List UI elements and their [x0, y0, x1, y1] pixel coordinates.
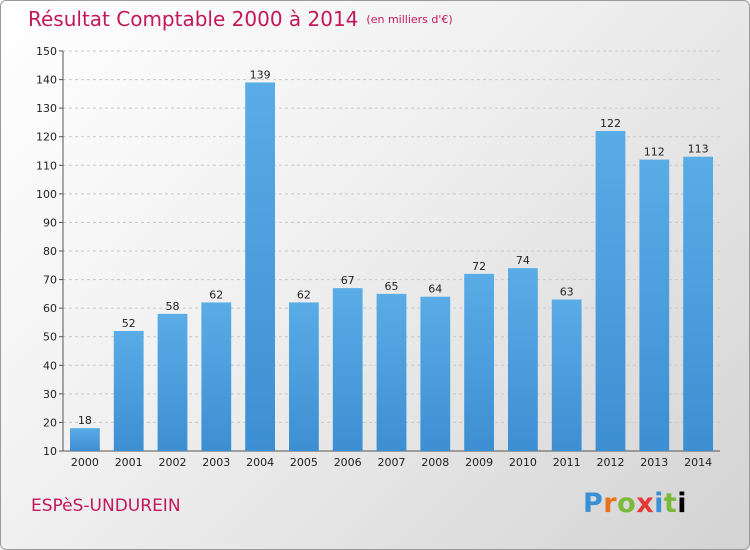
bar-2004 [245, 82, 275, 451]
data-label-2009: 72 [472, 260, 486, 273]
chart-title: Résultat Comptable 2000 à 2014 (en millie… [28, 7, 453, 31]
x-tick-label-2005: 2005 [290, 456, 318, 469]
data-label-2007: 65 [385, 280, 399, 293]
y-tick-label: 80 [43, 245, 57, 258]
x-tick-label-2007: 2007 [378, 456, 406, 469]
y-tick-label: 50 [43, 331, 57, 344]
y-tick-label: 100 [36, 188, 57, 201]
bar-2012 [595, 131, 626, 451]
data-label-2003: 62 [209, 288, 223, 301]
bar-2000 [70, 428, 100, 451]
y-tick-label: 40 [43, 359, 57, 372]
x-tick-label-2013: 2013 [640, 456, 668, 469]
x-tick-label-2011: 2011 [553, 456, 581, 469]
y-tick-label: 60 [43, 302, 57, 315]
x-tick-label-2014: 2014 [684, 456, 712, 469]
chart-title-text: Résultat Comptable 2000 à 2014 [28, 7, 359, 31]
y-tick-label: 120 [36, 131, 57, 144]
bar-2014 [683, 156, 713, 451]
x-tick-label-2012: 2012 [597, 456, 625, 469]
data-label-2004: 139 [250, 68, 271, 81]
y-tick-label: 90 [43, 216, 57, 229]
data-label-2010: 74 [516, 254, 530, 267]
data-label-2006: 67 [341, 274, 355, 287]
bar-2006 [332, 288, 363, 451]
commune-name: ESPèS-UNDUREIN [31, 496, 181, 516]
data-label-2008: 64 [428, 283, 442, 296]
bar-2011 [551, 299, 582, 451]
x-tick-label-2000: 2000 [71, 456, 99, 469]
x-tick-label-2003: 2003 [202, 456, 230, 469]
data-label-2014: 113 [688, 143, 709, 156]
bar-2005 [289, 302, 319, 451]
data-label-2013: 112 [644, 146, 665, 159]
bar-2007 [376, 293, 407, 451]
y-tick-label: 130 [36, 102, 57, 115]
x-tick-label-2008: 2008 [421, 456, 449, 469]
y-tick-label: 20 [43, 416, 57, 429]
x-tick-label-2009: 2009 [465, 456, 493, 469]
data-label-2001: 52 [122, 317, 136, 330]
bar-2008 [420, 296, 451, 451]
data-label-2005: 62 [297, 288, 311, 301]
data-label-2000: 18 [78, 414, 92, 427]
y-tick-label: 140 [36, 74, 57, 87]
data-label-2011: 63 [560, 286, 574, 299]
x-tick-label-2002: 2002 [159, 456, 187, 469]
bar-2003 [201, 302, 232, 451]
x-tick-label-2001: 2001 [115, 456, 143, 469]
y-tick-label: 10 [43, 445, 57, 458]
proxiti-logo: Proxiti [583, 488, 688, 519]
y-tick-label: 70 [43, 274, 57, 287]
y-tick-label: 150 [36, 45, 57, 58]
chart-subtitle: (en milliers d'€) [366, 13, 453, 26]
bar-2002 [157, 313, 188, 451]
y-tick-label: 30 [43, 388, 57, 401]
bar-2009 [464, 273, 494, 451]
data-label-2012: 122 [600, 117, 621, 130]
bar-2013 [639, 159, 670, 452]
y-tick-label: 110 [36, 159, 57, 172]
x-tick-label-2006: 2006 [334, 456, 362, 469]
x-tick-label-2004: 2004 [246, 456, 274, 469]
x-tick-label-2010: 2010 [509, 456, 537, 469]
bar-2010 [508, 268, 538, 451]
bar-2001 [113, 331, 144, 451]
data-label-2002: 58 [166, 300, 180, 313]
